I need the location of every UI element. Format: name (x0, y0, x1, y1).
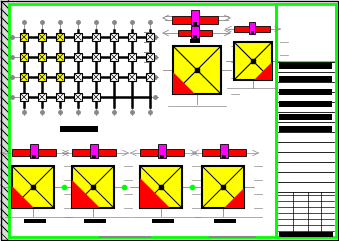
Bar (110, 33, 118, 41)
Bar (56, 73, 64, 81)
Bar (92, 155, 96, 158)
Bar (249, 22, 255, 34)
Bar (140, 166, 182, 208)
Bar (160, 155, 164, 158)
Bar (178, 30, 212, 36)
Bar (38, 73, 46, 81)
Bar (128, 53, 136, 61)
Bar (128, 33, 136, 41)
Polygon shape (140, 178, 170, 208)
Bar (32, 155, 36, 158)
Bar (28, 160, 40, 164)
Bar (38, 33, 46, 41)
Bar (90, 144, 98, 158)
Bar (191, 26, 199, 38)
Bar (72, 166, 114, 208)
Polygon shape (254, 62, 272, 80)
Bar (9, 4, 276, 237)
Bar (202, 166, 244, 208)
Bar (92, 33, 100, 41)
Polygon shape (12, 186, 34, 208)
Bar (279, 126, 332, 132)
Bar (234, 42, 272, 80)
Bar (251, 31, 254, 34)
Bar (222, 155, 226, 158)
Bar (20, 93, 28, 101)
Bar (56, 93, 64, 101)
Bar (202, 149, 246, 156)
Bar (92, 73, 100, 81)
Bar (72, 149, 116, 156)
Bar (38, 53, 46, 61)
Bar (74, 93, 82, 101)
Bar (20, 53, 28, 61)
Polygon shape (72, 180, 100, 208)
Bar (193, 35, 197, 38)
Bar (173, 46, 221, 94)
Bar (279, 232, 333, 237)
Bar (84, 219, 106, 223)
Bar (20, 73, 28, 81)
Bar (279, 89, 332, 95)
Polygon shape (173, 72, 195, 94)
Bar (56, 53, 64, 61)
Bar (172, 16, 218, 24)
Bar (146, 33, 154, 41)
Bar (218, 160, 230, 164)
Bar (220, 144, 228, 158)
Bar (110, 53, 118, 61)
Bar (152, 219, 174, 223)
Bar (60, 126, 98, 132)
Bar (146, 53, 154, 61)
Bar (214, 219, 236, 223)
Bar (279, 76, 332, 82)
Polygon shape (224, 188, 244, 208)
Bar (110, 73, 118, 81)
Bar (158, 144, 166, 158)
Bar (56, 33, 64, 41)
Bar (193, 22, 197, 26)
Bar (156, 160, 168, 164)
Bar (38, 93, 46, 101)
Bar (190, 39, 200, 43)
Bar (191, 10, 199, 25)
Bar (74, 33, 82, 41)
Bar (74, 53, 82, 61)
Bar (279, 63, 332, 69)
Bar (1, 1, 9, 240)
Bar (279, 101, 332, 107)
Bar (146, 73, 154, 81)
Bar (92, 53, 100, 61)
Bar (140, 149, 184, 156)
Bar (74, 73, 82, 81)
Bar (276, 4, 336, 62)
Bar (20, 33, 28, 41)
Bar (128, 73, 136, 81)
Bar (92, 93, 100, 101)
Bar (88, 160, 100, 164)
Bar (12, 166, 54, 208)
Bar (30, 144, 38, 158)
Bar (12, 149, 56, 156)
Bar (24, 219, 46, 223)
Bar (279, 114, 332, 120)
Bar (234, 26, 270, 32)
Bar (276, 4, 336, 237)
